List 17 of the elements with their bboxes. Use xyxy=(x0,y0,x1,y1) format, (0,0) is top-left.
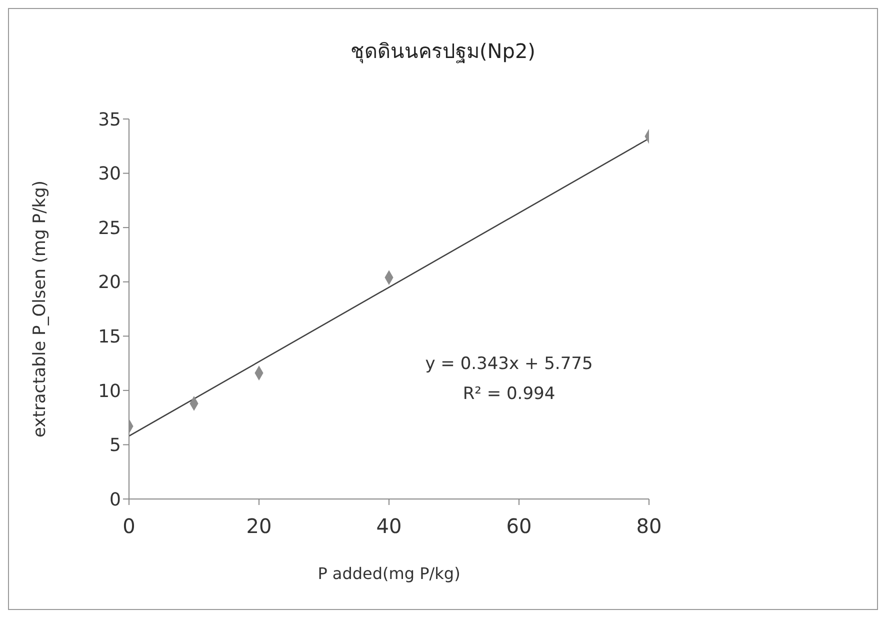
y-tick-label: 5 xyxy=(110,435,121,456)
y-tick-label: 20 xyxy=(98,272,121,294)
x-tick-label: 40 xyxy=(376,514,402,538)
annotation: R² = 0.994 xyxy=(462,384,556,404)
chart-title: ชุดดินนครปฐม(Np2) xyxy=(350,38,536,66)
y-tick-label: 10 xyxy=(98,380,121,402)
y-axis-title: extractable P_Olsen (mg P/kg) xyxy=(30,180,50,438)
annotation: y = 0.343x + 5.775 xyxy=(424,354,594,374)
y-tick-label: 0 xyxy=(110,489,121,510)
y-tick-label: 15 xyxy=(98,326,121,348)
x-tick-label: 60 xyxy=(506,514,532,538)
x-tick-label: 80 xyxy=(636,514,662,538)
y-tick-label: 30 xyxy=(98,164,121,185)
x-tick-label: 20 xyxy=(246,514,272,538)
y-tick-label: 35 xyxy=(98,109,121,130)
y-tick-label: 25 xyxy=(98,218,121,239)
x-axis-title: P added(mg P/kg) xyxy=(318,564,460,583)
